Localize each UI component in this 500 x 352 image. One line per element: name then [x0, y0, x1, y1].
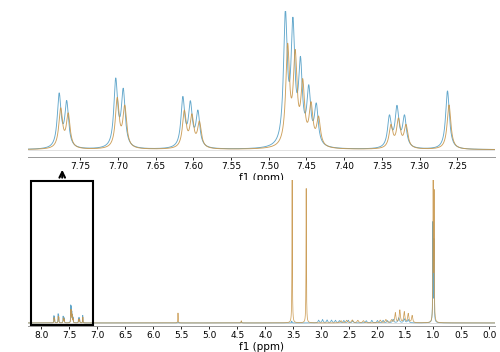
Bar [32, 181, 93, 325]
X-axis label: f1 (ppm): f1 (ppm) [239, 341, 284, 352]
X-axis label: f1 (ppm): f1 (ppm) [239, 172, 284, 183]
